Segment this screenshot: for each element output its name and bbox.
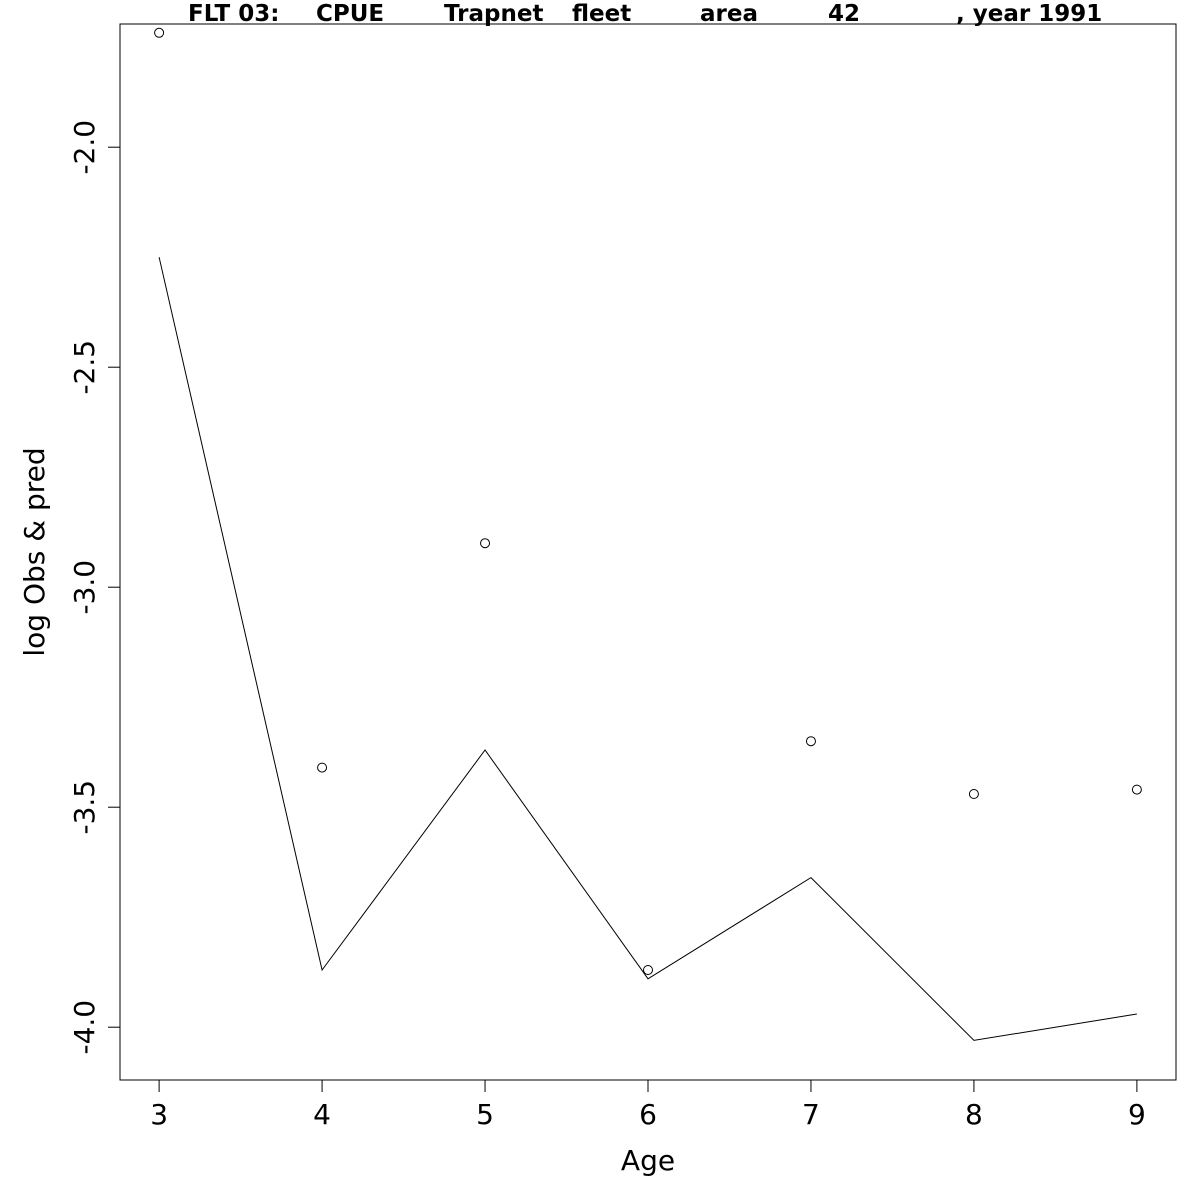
title-part-area: area xyxy=(700,1,758,27)
x-tick-label: 7 xyxy=(802,1098,820,1131)
observed-point xyxy=(1131,784,1142,795)
x-tick-label: 6 xyxy=(639,1098,657,1131)
observed-point xyxy=(968,789,979,799)
x-tick-label: 9 xyxy=(1128,1098,1146,1131)
plot-frame xyxy=(119,23,1177,1081)
observed-point xyxy=(317,762,328,773)
x-tick-label: 5 xyxy=(476,1098,494,1131)
title-part-area-number: 42 xyxy=(828,1,860,27)
observed-point xyxy=(805,736,816,747)
predicted-line xyxy=(158,257,1137,1041)
series-layer xyxy=(154,27,1142,1041)
observed-point xyxy=(643,965,653,975)
y-axis-label: log Obs & pred xyxy=(18,447,51,656)
x-tick-label: 4 xyxy=(313,1098,331,1131)
y-tick-label: -2.0 xyxy=(68,120,101,175)
title-part-year: , year 1991 xyxy=(956,1,1102,27)
x-axis: 3 4 5 6 7 8 9 xyxy=(150,1079,1146,1131)
y-tick-label: -3.5 xyxy=(68,780,101,835)
observed-point xyxy=(480,538,491,549)
title-part-cpue: CPUE xyxy=(316,1,384,27)
y-tick-label: -2.5 xyxy=(68,340,101,395)
chart-title: FLT 03: CPUE Trapnet fleet area 42 , yea… xyxy=(188,1,1102,27)
title-part-trapnet: Trapnet xyxy=(444,1,543,27)
title-part-flt: FLT 03: xyxy=(188,1,279,27)
observed-point xyxy=(154,27,165,38)
x-tick-label: 3 xyxy=(150,1098,168,1131)
title-part-fleet: fleet xyxy=(572,1,631,27)
y-tick-label: -3.0 xyxy=(68,560,101,615)
y-tick-label: -4.0 xyxy=(68,1000,101,1055)
x-tick-label: 8 xyxy=(965,1098,983,1131)
x-axis-label: Age xyxy=(621,1144,675,1177)
y-axis: -2.0 -2.5 -3.0 -3.5 -4.0 xyxy=(68,120,121,1055)
